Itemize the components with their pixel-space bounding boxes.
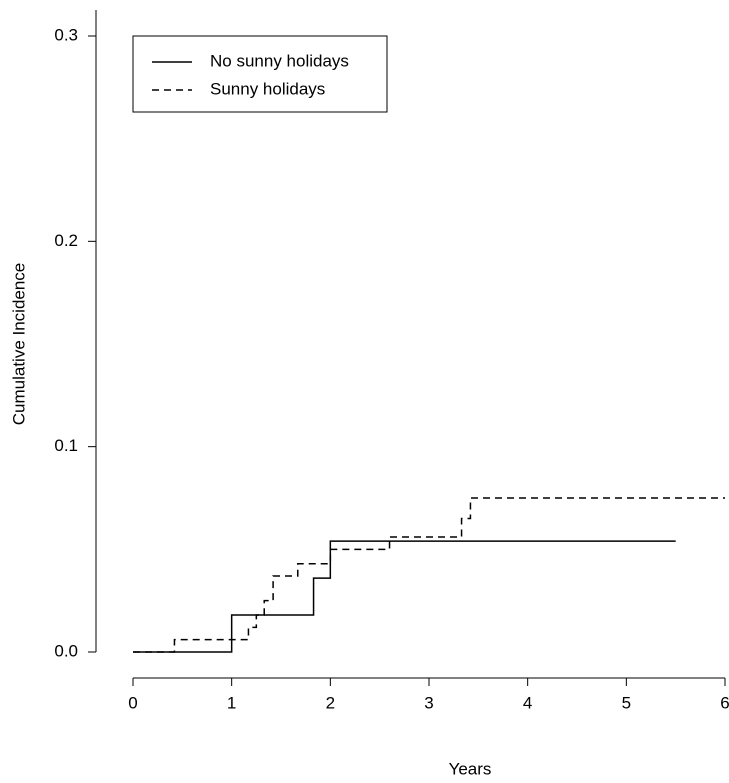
legend-label: No sunny holidays <box>210 51 349 70</box>
y-tick-label: 0.3 <box>54 25 78 44</box>
x-tick-label: 4 <box>523 693 532 712</box>
x-tick-label: 5 <box>622 693 631 712</box>
legend-label: Sunny holidays <box>210 79 325 98</box>
y-tick-label: 0.1 <box>54 436 78 455</box>
legend-box <box>132 35 388 113</box>
x-tick-label: 0 <box>128 693 137 712</box>
y-tick-label: 0.0 <box>54 641 78 660</box>
x-tick-label: 1 <box>227 693 236 712</box>
x-axis-label: Years <box>449 759 492 778</box>
x-tick-label: 3 <box>424 693 433 712</box>
x-tick-label: 2 <box>326 693 335 712</box>
step-line <box>133 497 725 653</box>
y-axis-label: Cumulative Incidence <box>9 263 28 426</box>
x-tick-label: 6 <box>720 693 729 712</box>
y-tick-label: 0.2 <box>54 231 78 250</box>
step-line <box>133 540 676 653</box>
